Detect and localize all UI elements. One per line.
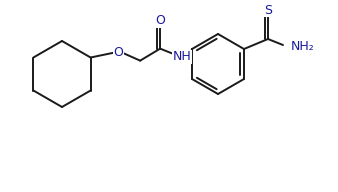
Text: O: O [113, 46, 123, 59]
Text: O: O [155, 14, 165, 27]
Text: S: S [264, 3, 272, 17]
Text: NH₂: NH₂ [291, 41, 315, 54]
Text: NH: NH [173, 50, 192, 63]
